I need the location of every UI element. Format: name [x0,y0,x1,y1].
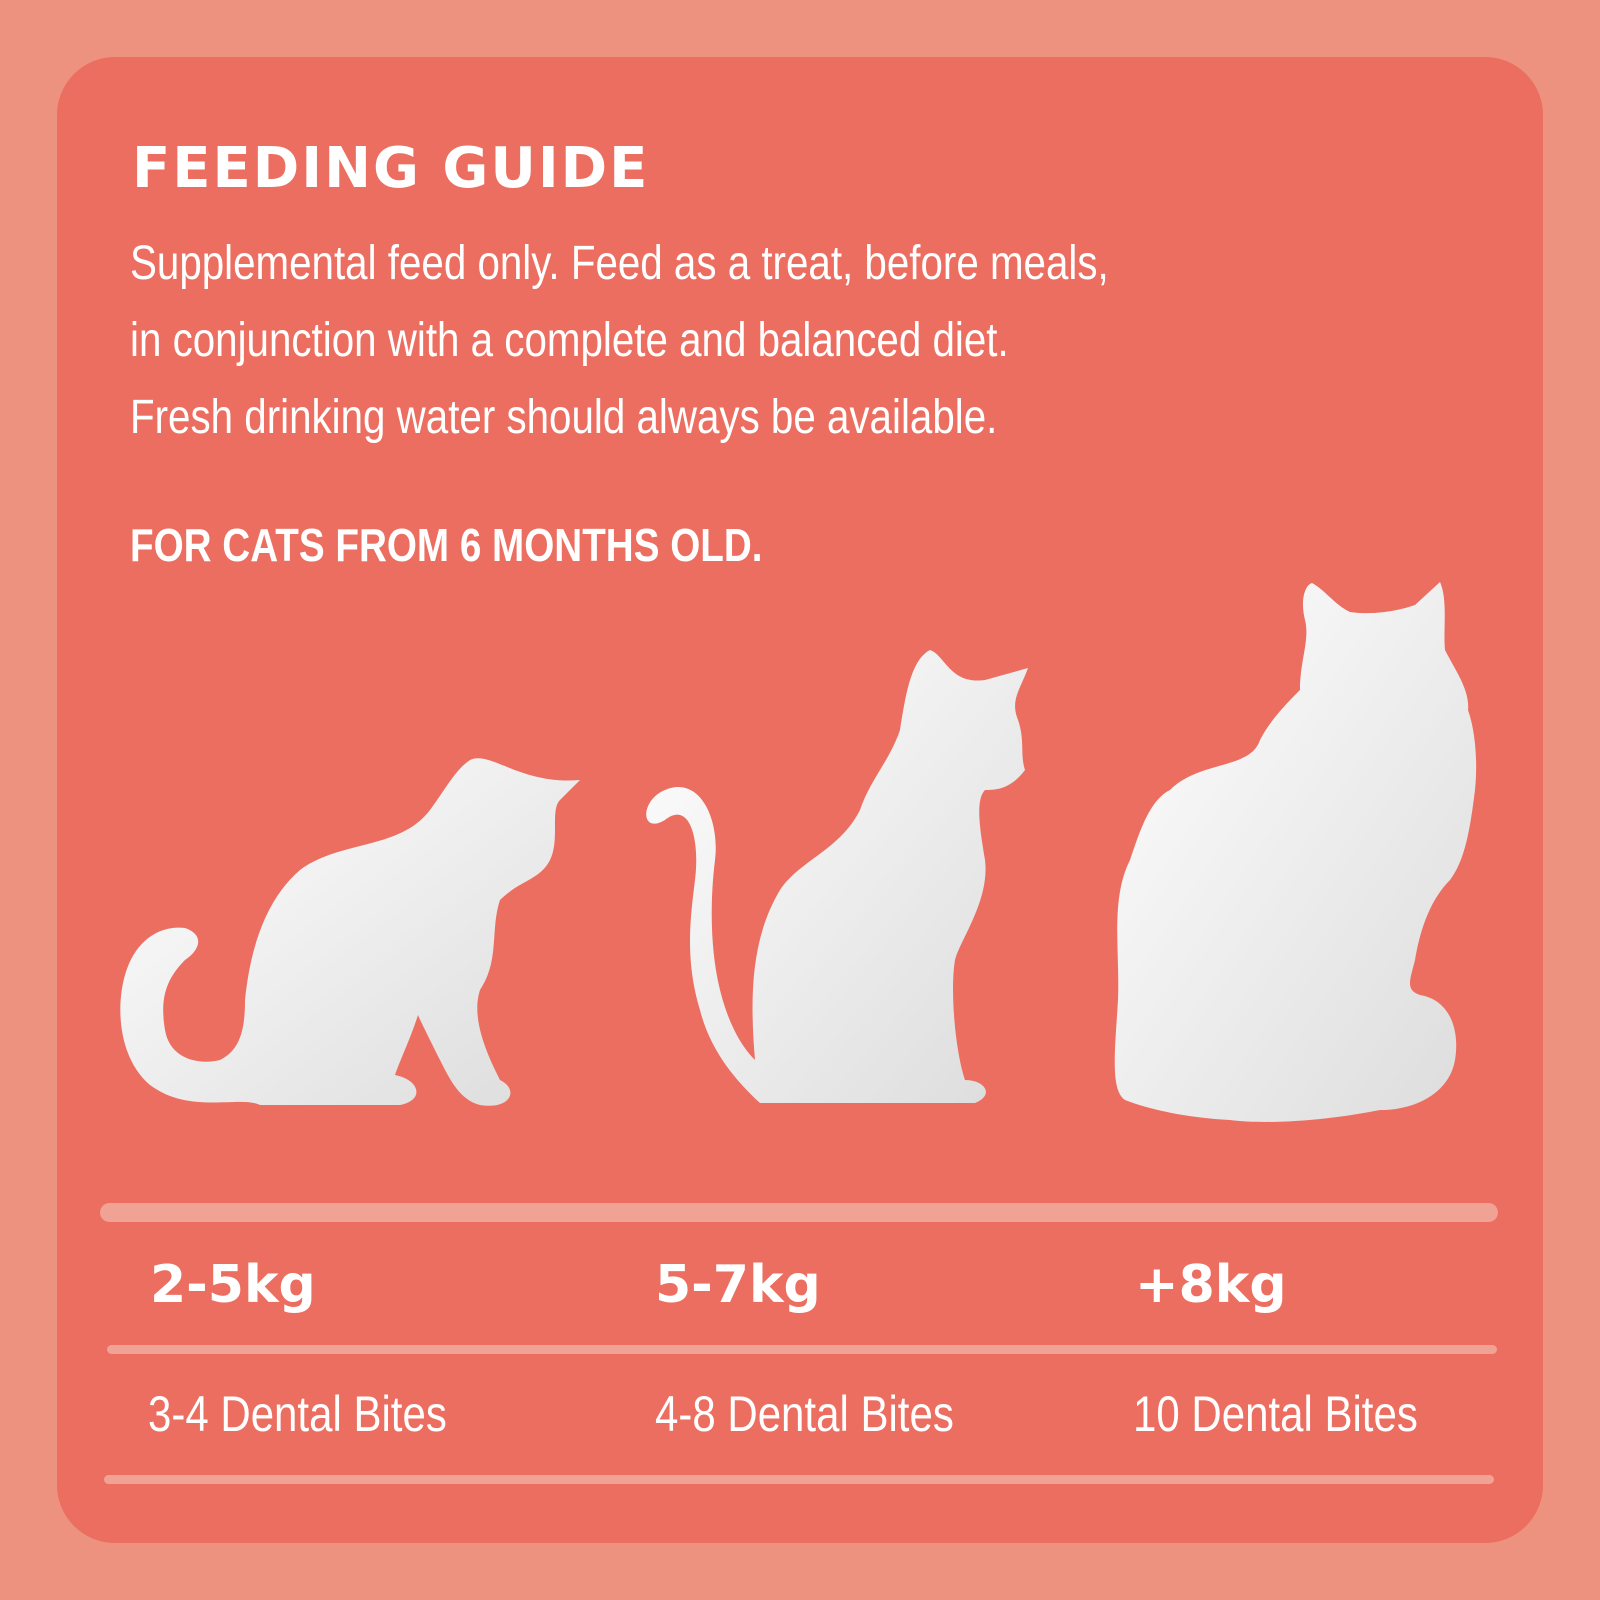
amount-2-5kg: 3-4 Dental Bites [148,1386,447,1442]
table-bottom-divider [104,1475,1494,1484]
amount-5-7kg: 4-8 Dental Bites [655,1386,954,1442]
table-top-divider [100,1203,1498,1222]
page-title: FEEDING GUIDE [132,136,650,201]
age-note: FOR CATS FROM 6 MONTHS OLD. [130,519,763,571]
table-row-divider [107,1345,1497,1354]
weight-5-7kg: 5-7kg [655,1255,821,1315]
description-line: Fresh drinking water should always be av… [130,391,998,444]
description-line: Supplemental feed only. Feed as a treat,… [130,237,1109,290]
large-cat-silhouette-icon [1114,582,1477,1122]
weight-2-5kg: 2-5kg [150,1255,316,1315]
cats-illustration [120,582,1477,1122]
weight-8kg-plus: +8kg [1135,1255,1287,1315]
medium-cat-silhouette-icon [646,650,1028,1103]
description-line: in conjunction with a complete and balan… [130,314,1009,367]
amount-8kg-plus: 10 Dental Bites [1133,1386,1418,1442]
description: Supplemental feed only. Feed as a treat,… [130,225,1295,456]
small-cat-silhouette-icon [120,758,580,1106]
